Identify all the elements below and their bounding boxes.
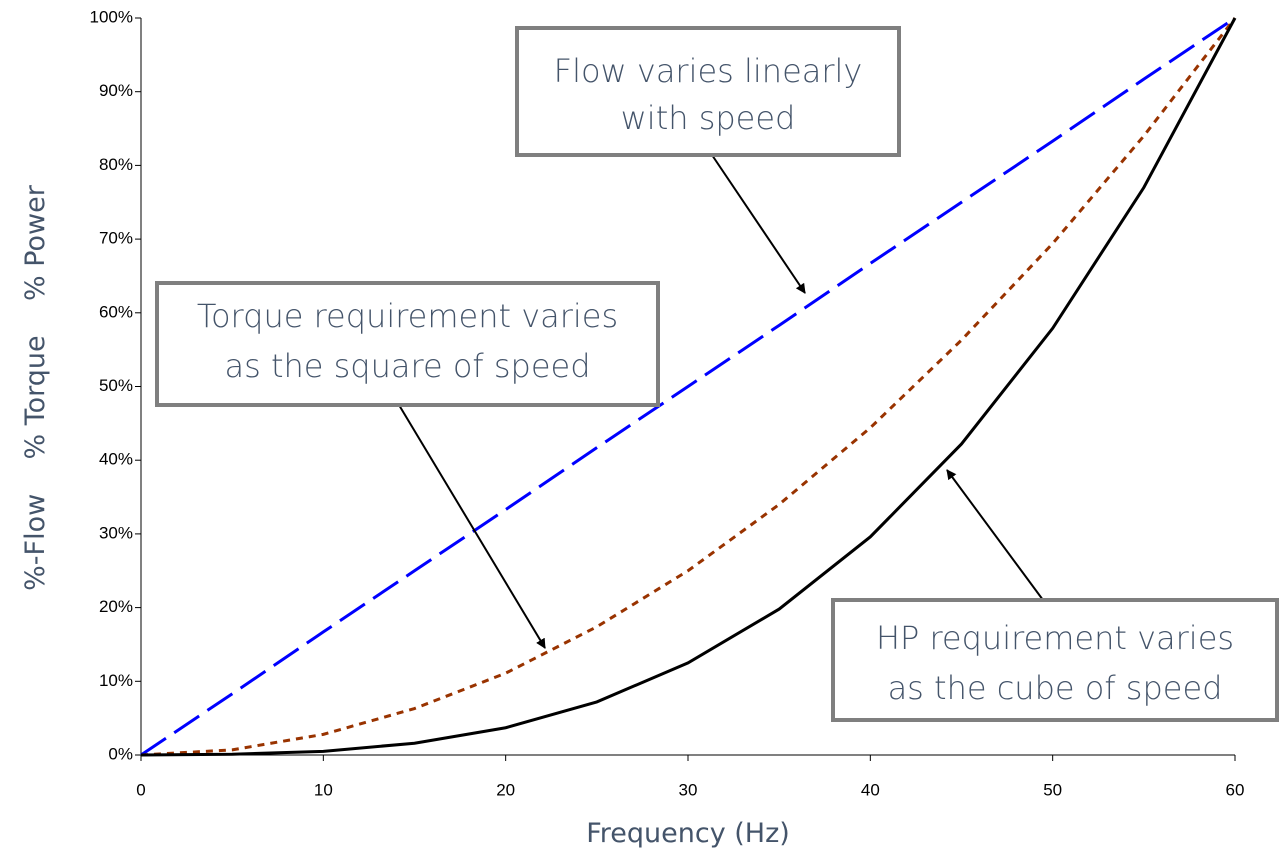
x-tick-label: 60 — [1226, 780, 1245, 799]
x-tick-label: 30 — [679, 780, 698, 799]
x-tick-label: 40 — [861, 780, 880, 799]
x-tick-label: 50 — [1043, 780, 1062, 799]
y-tick-label: 20% — [99, 597, 133, 616]
x-axis-title: Frequency (Hz) — [586, 818, 790, 849]
annotation-text: HP requirement varies — [876, 619, 1234, 657]
annotation-text: as the square of speed — [224, 347, 590, 385]
annotation-text: Flow varies linearly — [554, 52, 863, 90]
y-tick-label: 60% — [99, 302, 133, 321]
y-tick-label: 50% — [99, 376, 133, 395]
annotation-text: as the cube of speed — [888, 669, 1223, 707]
y-tick-label: 40% — [99, 450, 133, 469]
annotation-box — [515, 26, 901, 157]
annotation-text: with speed — [621, 99, 796, 137]
y-tick-label: 80% — [99, 155, 133, 174]
series-line — [140, 17, 1237, 757]
annotation-arrow — [946, 469, 1044, 601]
series-line — [140, 17, 1237, 757]
annotation-box — [155, 281, 660, 407]
y-axis-title: %-Flow % Torque % Power — [20, 184, 51, 591]
series-line — [140, 16, 1236, 757]
annotation-text: Torque requirement varies — [197, 297, 618, 335]
x-tick-label: 0 — [136, 780, 145, 799]
x-tick-label: 10 — [314, 780, 333, 799]
y-tick-label: 0% — [108, 744, 133, 763]
y-tick-label: 10% — [99, 671, 133, 690]
annotation-arrow — [711, 154, 806, 294]
annotation-box — [831, 598, 1279, 722]
annotation-arrow — [392, 394, 546, 649]
y-tick-label: 30% — [99, 523, 133, 542]
y-tick-label: 70% — [99, 229, 133, 248]
y-tick-label: 90% — [99, 81, 133, 100]
x-tick-label: 20 — [496, 780, 515, 799]
y-tick-label: 100% — [90, 7, 133, 26]
